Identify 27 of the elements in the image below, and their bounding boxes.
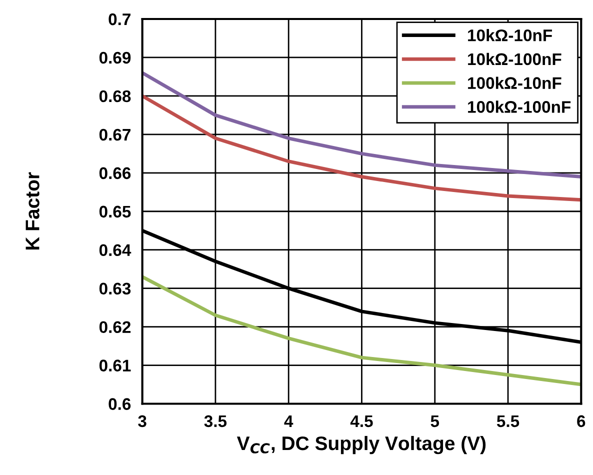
y-tick-label: 0.67: [99, 128, 130, 141]
y-tick-label: 0.63: [99, 282, 131, 295]
y-tick-label: 0.68: [99, 90, 131, 102]
line-series: [142, 275, 582, 386]
x-tick-label: 5: [430, 415, 440, 428]
legend-label: 100kΩ-10nF: [468, 76, 562, 89]
x-tick-label: 6: [577, 415, 586, 428]
x-tick-label: 5.5: [496, 415, 520, 428]
y-tick-label: 0.65: [99, 206, 131, 218]
legend-label: 10kΩ-10nF: [468, 29, 552, 42]
x-tick-label: 3: [138, 415, 146, 428]
y-axis-title: K Factor: [26, 172, 40, 250]
y-tick-label: 0.7: [108, 13, 130, 26]
legend-label: 10kΩ-100nF: [468, 52, 562, 66]
y-tick-label: 0.69: [99, 52, 131, 64]
x-axis-title: V$_{CC}$, DC Supply Voltage (V): [236, 436, 486, 454]
y-tick-label: 0.64: [99, 244, 132, 256]
line-series: [142, 94, 582, 202]
y-tick-label: 0.66: [99, 167, 131, 180]
y-tick-label: 0.62: [99, 321, 131, 334]
line-series: [142, 71, 582, 178]
y-tick-label: 0.6: [108, 398, 131, 410]
x-tick-label: 3.5: [204, 415, 227, 428]
x-tick-label: 4.5: [350, 415, 373, 428]
y-tick-label: 0.61: [99, 360, 131, 372]
x-tick-label: 4: [284, 415, 294, 427]
legend-label: 100kΩ-100nF: [468, 100, 571, 113]
